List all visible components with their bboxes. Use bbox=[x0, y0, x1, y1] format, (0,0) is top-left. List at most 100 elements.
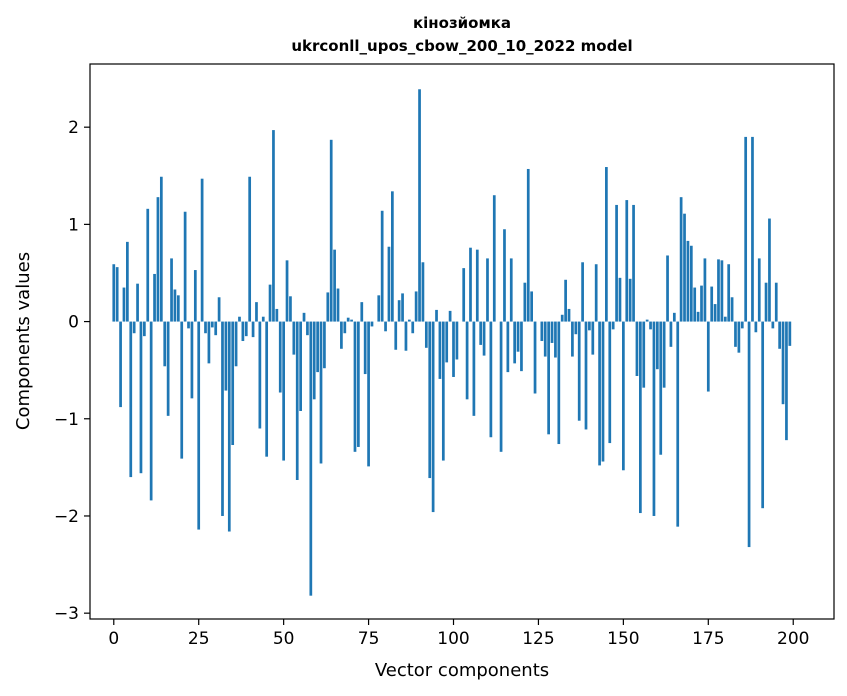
bar bbox=[465, 321, 469, 400]
bar bbox=[720, 260, 724, 322]
bar bbox=[693, 287, 697, 322]
x-tick-label: 100 bbox=[437, 629, 469, 649]
bar bbox=[662, 321, 666, 388]
bar bbox=[204, 321, 207, 334]
y-tick-label: −3 bbox=[54, 604, 79, 624]
bar bbox=[363, 321, 367, 375]
bar bbox=[441, 321, 445, 461]
bar bbox=[173, 289, 177, 322]
x-tick-label: 175 bbox=[692, 629, 724, 649]
bar bbox=[353, 321, 357, 452]
bar bbox=[727, 264, 731, 322]
bar bbox=[448, 310, 452, 322]
bar bbox=[397, 300, 401, 322]
bar bbox=[747, 321, 751, 548]
bar bbox=[343, 321, 347, 334]
bar bbox=[513, 321, 517, 364]
bar bbox=[251, 321, 255, 338]
bar bbox=[785, 321, 788, 441]
bar bbox=[275, 308, 279, 322]
x-tick-label: 0 bbox=[108, 629, 119, 649]
bar bbox=[282, 321, 285, 461]
x-tick-label: 50 bbox=[273, 629, 295, 649]
bar bbox=[421, 262, 425, 322]
bar bbox=[115, 267, 119, 322]
bar bbox=[323, 321, 326, 369]
bar bbox=[659, 321, 663, 455]
bar bbox=[377, 295, 381, 322]
bar bbox=[611, 321, 615, 330]
bar bbox=[492, 195, 496, 322]
bar bbox=[608, 321, 612, 444]
bar bbox=[462, 268, 466, 322]
y-tick-label: −2 bbox=[54, 507, 79, 527]
bar bbox=[139, 321, 143, 474]
bar bbox=[197, 321, 201, 530]
bar bbox=[689, 245, 693, 322]
bar bbox=[486, 258, 489, 322]
bar bbox=[598, 321, 601, 466]
bar bbox=[475, 249, 479, 322]
bar bbox=[584, 321, 588, 430]
bar bbox=[509, 258, 513, 322]
bar bbox=[183, 211, 187, 322]
bar bbox=[326, 292, 330, 322]
bar bbox=[788, 321, 792, 346]
bar bbox=[543, 321, 547, 357]
bar bbox=[530, 291, 533, 322]
bar bbox=[683, 213, 686, 322]
bar bbox=[550, 321, 554, 343]
bar bbox=[309, 321, 313, 596]
bar bbox=[295, 321, 299, 480]
bar bbox=[774, 282, 778, 322]
bar bbox=[706, 321, 710, 392]
y-tick-label: 2 bbox=[68, 118, 79, 138]
x-axis: 0 25 50 75 100 125 150 175 200 bbox=[108, 619, 809, 649]
bar bbox=[540, 321, 544, 342]
bar bbox=[533, 321, 537, 394]
x-tick-label: 75 bbox=[358, 629, 380, 649]
y-tick-label: 1 bbox=[68, 215, 79, 235]
bar bbox=[710, 286, 714, 322]
bar bbox=[170, 258, 173, 322]
bar bbox=[564, 279, 567, 322]
bar bbox=[730, 297, 734, 322]
bar bbox=[391, 191, 394, 322]
bar bbox=[577, 321, 581, 421]
y-axis: −3 −2 −1 0 1 2 bbox=[54, 118, 90, 624]
bar bbox=[132, 321, 136, 334]
bar bbox=[588, 321, 591, 331]
bar bbox=[190, 321, 194, 399]
bar bbox=[557, 321, 561, 445]
bar bbox=[645, 319, 649, 322]
bar bbox=[761, 321, 765, 509]
bar bbox=[713, 304, 717, 322]
bar bbox=[255, 302, 258, 322]
bar bbox=[129, 321, 133, 478]
bar bbox=[499, 321, 503, 452]
bar bbox=[143, 321, 146, 337]
chart-title-line2: ukrconll_upos_cbow_200_10_2022 model bbox=[291, 37, 632, 55]
bar bbox=[370, 321, 374, 327]
bar bbox=[261, 316, 265, 322]
bar bbox=[292, 321, 296, 355]
bar bbox=[149, 321, 153, 501]
bar bbox=[523, 282, 527, 322]
bar bbox=[357, 321, 360, 447]
bar bbox=[126, 241, 129, 322]
bar bbox=[676, 321, 680, 527]
bar bbox=[506, 321, 510, 373]
bar bbox=[424, 321, 428, 348]
x-tick-label: 200 bbox=[777, 629, 809, 649]
x-tick-label: 25 bbox=[188, 629, 210, 649]
bar bbox=[176, 295, 180, 322]
chart-title-line1: кінозйомка bbox=[413, 14, 511, 32]
x-axis-label: Vector components bbox=[375, 660, 549, 681]
bar bbox=[210, 321, 214, 328]
bar bbox=[414, 291, 418, 322]
bar bbox=[428, 321, 432, 479]
bar bbox=[622, 321, 625, 471]
bar bbox=[112, 264, 116, 322]
bar bbox=[520, 321, 523, 372]
